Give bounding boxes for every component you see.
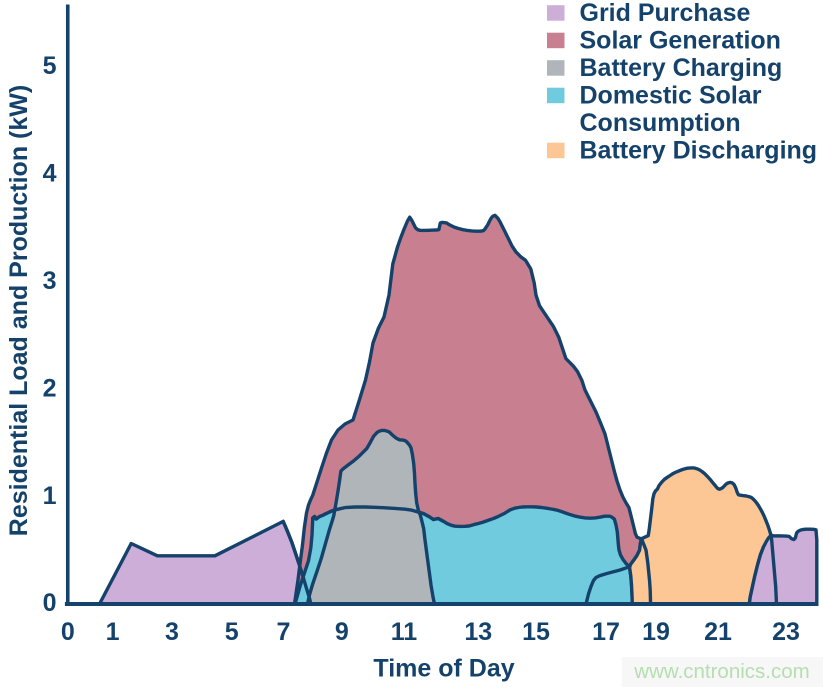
svg-text:5: 5	[43, 52, 57, 80]
svg-text:Solar Generation: Solar Generation	[580, 27, 781, 55]
svg-text:Consumption: Consumption	[580, 109, 741, 137]
svg-text:4: 4	[43, 160, 57, 188]
svg-text:1: 1	[43, 482, 57, 510]
svg-text:Battery Charging: Battery Charging	[580, 54, 783, 82]
svg-text:5: 5	[225, 618, 239, 646]
svg-text:0: 0	[61, 618, 75, 646]
svg-text:Time of Day: Time of Day	[373, 655, 514, 683]
svg-text:2: 2	[43, 375, 57, 403]
svg-text:Domestic Solar: Domestic Solar	[580, 82, 762, 110]
svg-text:www.cntronics.com: www.cntronics.com	[633, 660, 809, 683]
svg-text:Battery Discharging: Battery Discharging	[580, 137, 818, 165]
svg-text:11: 11	[391, 618, 418, 646]
svg-text:3: 3	[43, 267, 57, 295]
svg-text:3: 3	[165, 618, 179, 646]
svg-text:1: 1	[106, 618, 120, 646]
svg-text:15: 15	[522, 618, 550, 646]
svg-text:13: 13	[464, 618, 492, 646]
svg-text:9: 9	[335, 618, 349, 646]
svg-text:Grid Purchase: Grid Purchase	[580, 0, 751, 27]
svg-text:21: 21	[704, 618, 732, 646]
svg-text:17: 17	[592, 618, 620, 646]
svg-text:23: 23	[772, 618, 800, 646]
svg-text:19: 19	[642, 618, 670, 646]
svg-text:7: 7	[276, 618, 290, 646]
svg-text:Residential Load and Productio: Residential Load and Production (kW)	[5, 85, 33, 536]
svg-text:0: 0	[43, 589, 57, 617]
